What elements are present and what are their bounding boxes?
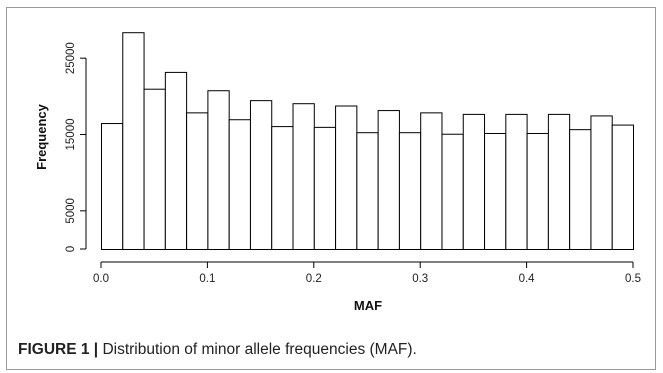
- histogram-bar: [122, 32, 145, 250]
- x-tick-label: 0.0: [93, 273, 109, 285]
- histogram-chart: 0.0 0.1 0.2 0.3 0.4 0.5 0 5000 15000 25000 MAF F…: [34, 32, 641, 313]
- histogram-bar: [143, 88, 166, 250]
- x-tick-label: 0.2: [306, 273, 322, 285]
- histogram-bar: [526, 132, 549, 250]
- histogram-bar: [441, 133, 464, 250]
- histogram-bar: [569, 129, 592, 250]
- histogram-bar: [271, 126, 294, 250]
- histogram-bar: [398, 132, 422, 251]
- histogram-bar: [462, 113, 486, 250]
- histogram-bar: [313, 126, 337, 250]
- y-tick-label: 25000: [65, 42, 77, 74]
- y-tick-label: 15000: [65, 119, 77, 151]
- histogram-bar: [207, 90, 230, 250]
- histogram-bar: [356, 132, 379, 251]
- bars-group: [101, 32, 634, 251]
- histogram-bar: [249, 100, 273, 251]
- histogram-bar: [505, 113, 528, 250]
- caption-text: Distribution of minor allele frequencies…: [98, 341, 417, 358]
- histogram-bar: [335, 105, 358, 250]
- figure-caption: FIGURE 1 | Distribution of minor allele …: [18, 341, 417, 359]
- histogram-bar: [101, 123, 124, 250]
- x-tick-label: 0.4: [519, 273, 536, 285]
- y-tick-label: 5000: [65, 198, 77, 224]
- y-tick-label: 0: [65, 246, 77, 252]
- histogram-bar: [164, 71, 188, 251]
- y-axis: 0 5000 15000 25000: [65, 42, 87, 252]
- x-axis-title: MAF: [354, 298, 382, 313]
- x-tick-label: 0.3: [412, 273, 428, 285]
- histogram-bar: [484, 132, 507, 250]
- x-tick-label: 0.1: [199, 273, 215, 285]
- histogram-bar: [611, 124, 634, 250]
- x-tick-label: 0.5: [625, 273, 641, 285]
- x-axis: 0.0 0.1 0.2 0.3 0.4 0.5: [93, 261, 641, 285]
- caption-label: FIGURE 1 |: [18, 341, 99, 358]
- histogram-bar: [228, 119, 251, 250]
- histogram-bar: [590, 115, 613, 250]
- histogram-bar: [292, 103, 315, 250]
- histogram-bar: [186, 112, 209, 251]
- y-axis-title: Frequency: [34, 103, 49, 170]
- histogram-bar: [377, 110, 400, 250]
- histogram-bar: [547, 113, 571, 250]
- histogram-bar: [420, 112, 443, 251]
